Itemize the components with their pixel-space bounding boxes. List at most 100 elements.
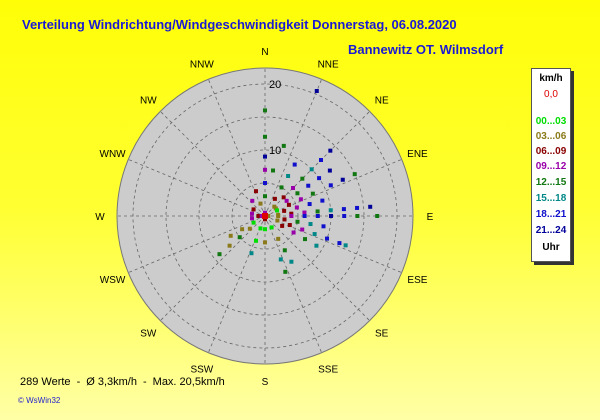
wind-point — [272, 196, 277, 201]
wind-point — [279, 185, 284, 190]
legend-entry: 12...15 — [535, 177, 567, 188]
wind-point — [343, 243, 348, 248]
max-speed: Max. 20,5km/h — [152, 376, 225, 388]
wind-point — [274, 208, 279, 213]
wind-point — [308, 222, 313, 227]
wind-point — [291, 185, 296, 190]
wind-point — [328, 148, 333, 153]
legend-entry: 18...21 — [535, 209, 567, 220]
wind-point — [306, 183, 311, 188]
radial-tick-label: 10 — [269, 145, 281, 157]
wind-point — [327, 168, 332, 173]
wind-point — [250, 198, 255, 203]
wind-point — [271, 168, 276, 173]
wind-point — [309, 167, 314, 172]
direction-label-nnw: NNW — [190, 60, 214, 71]
wind-point — [312, 232, 317, 237]
direction-label-e: E — [427, 212, 434, 223]
wind-point — [319, 157, 324, 162]
chart-title: Verteilung Windrichtung/Windgeschwindigk… — [22, 17, 457, 32]
ring-15 — [165, 116, 365, 316]
direction-label-nw: NW — [140, 95, 157, 106]
spoke-sw — [160, 215, 266, 321]
direction-label-se: SE — [375, 329, 389, 340]
wind-point — [263, 134, 267, 139]
wind-point — [325, 236, 330, 241]
direction-label-wnw: WNW — [100, 149, 127, 160]
legend-unit: km/h — [539, 73, 563, 84]
wind-point — [281, 143, 286, 148]
wind-point — [355, 205, 360, 210]
wind-point — [287, 223, 292, 228]
wind-point — [282, 248, 287, 253]
legend-entry: 06...09 — [535, 146, 567, 157]
wind-point — [256, 214, 261, 218]
direction-label-sw: SW — [140, 329, 157, 340]
wind-point — [295, 219, 300, 224]
direction-label-wsw: WSW — [100, 275, 126, 286]
wind-point — [253, 238, 258, 243]
wind-point — [295, 191, 300, 196]
wind-point — [355, 214, 360, 218]
wind-point — [294, 205, 299, 210]
direction-label-ne: NE — [375, 95, 389, 106]
wind-point — [253, 189, 258, 194]
summary-separator: - — [142, 376, 147, 388]
wind-point — [281, 195, 286, 200]
legend-hours-label: Uhr — [542, 242, 560, 253]
value-count: 289 Werte — [20, 376, 71, 388]
wind-point — [321, 224, 326, 229]
wind-point — [292, 162, 297, 167]
direction-label-s: S — [262, 377, 269, 388]
legend-entry: 00...03 — [535, 116, 567, 127]
wind-point — [263, 194, 267, 199]
wind-point — [340, 177, 345, 182]
wind-point — [342, 214, 347, 218]
wind-point — [250, 216, 255, 221]
wind-point — [278, 257, 283, 262]
wind-point — [317, 176, 322, 181]
station-name: Bannewitz OT. Wilmsdorf — [348, 42, 504, 57]
wind-point — [314, 88, 319, 93]
direction-label-n: N — [261, 47, 268, 58]
wind-point — [240, 227, 245, 232]
ring-20 — [132, 83, 398, 349]
wind-point — [247, 226, 252, 231]
wind-point — [289, 214, 294, 218]
wind-point — [300, 227, 305, 232]
wind-point — [276, 214, 281, 218]
wind-point — [259, 214, 264, 218]
wind-point — [250, 211, 255, 216]
wind-point — [307, 202, 312, 207]
software-credit: © WsWin32 — [18, 396, 61, 405]
spoke-nnw — [207, 79, 266, 217]
direction-label-ese: ESE — [407, 275, 427, 286]
wind-point — [328, 208, 333, 213]
wind-point — [263, 167, 267, 172]
ring-5 — [231, 182, 299, 250]
wind-point — [320, 198, 325, 203]
wind-point — [263, 154, 267, 159]
wind-point — [276, 236, 281, 241]
wind-point — [283, 269, 288, 274]
wind-point — [237, 235, 242, 240]
spoke-wnw — [128, 158, 266, 217]
wind-point — [298, 197, 303, 202]
wind-point — [251, 207, 256, 212]
wind-point — [282, 217, 287, 222]
wind-point — [258, 201, 263, 206]
legend-entry: 15...18 — [535, 193, 567, 204]
wind-point — [275, 218, 280, 223]
wind-point — [329, 214, 333, 218]
direction-label-ene: ENE — [407, 149, 428, 160]
direction-label-w: W — [95, 212, 105, 223]
wind-point — [315, 214, 320, 218]
wind-point — [302, 210, 307, 215]
wind-point — [289, 211, 294, 216]
wind-point — [303, 237, 308, 242]
direction-label-ssw: SSW — [190, 364, 213, 375]
wind-point — [302, 214, 307, 218]
wind-point — [368, 204, 373, 209]
